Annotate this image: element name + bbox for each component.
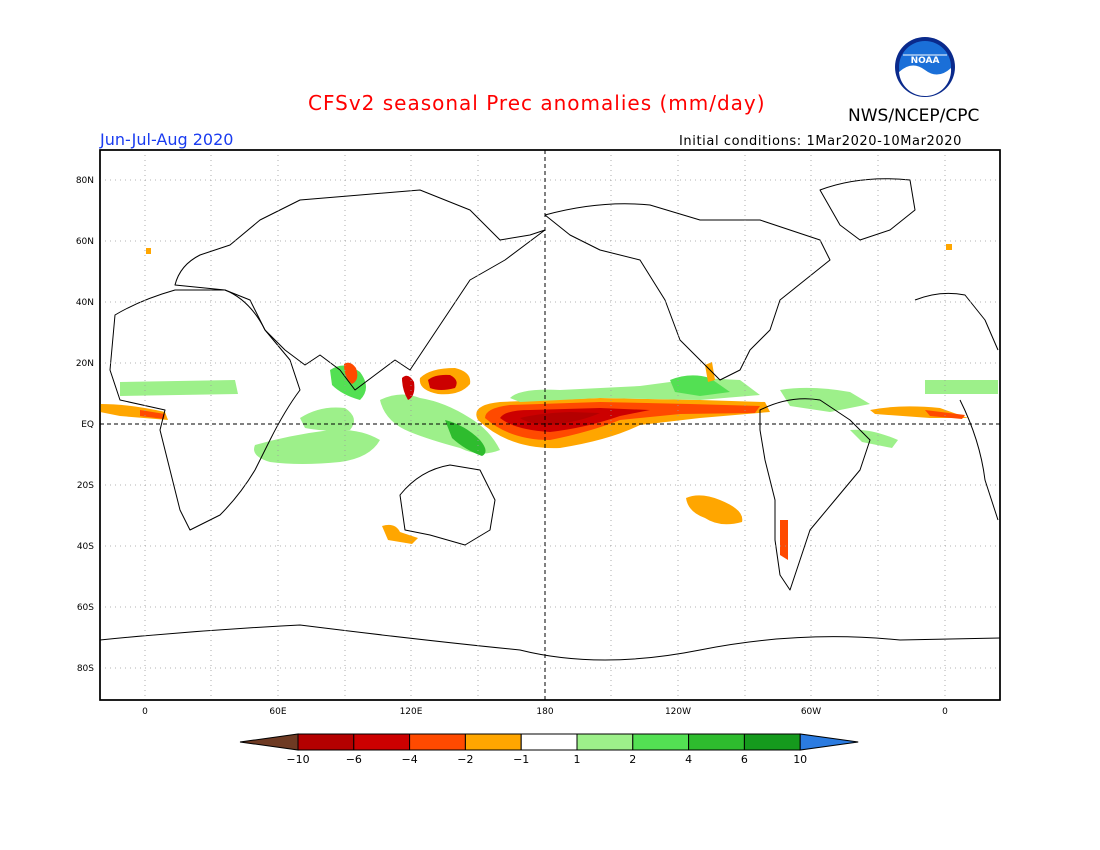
philippine-anomaly-red	[428, 374, 457, 390]
colorbar-label: −4	[401, 753, 417, 766]
coastlines	[99, 178, 1001, 661]
africa-green-band-east	[925, 380, 998, 394]
colorbar-arrow-low	[239, 733, 299, 751]
lat-label: 80S	[77, 664, 94, 674]
initial-conditions-label: Initial conditions: 1Mar2020-10Mar2020	[679, 134, 962, 149]
colorbar-segment	[409, 733, 466, 751]
lon-label: 0	[142, 707, 148, 717]
pacific-anomaly-darkred	[520, 412, 600, 425]
lat-label: 20S	[77, 481, 94, 491]
anomaly-shading	[100, 244, 998, 560]
colorbar-label: 1	[574, 753, 581, 766]
lat-label: 40N	[76, 298, 94, 308]
guinea-anomaly-red	[140, 410, 165, 419]
colorbar-label: −6	[346, 753, 362, 766]
latitude-labels: 80N 60N 40N 20N EQ 20S 40S 60S 80S	[76, 176, 94, 674]
atlantic-anomaly-red	[925, 410, 965, 419]
lat-label: 60S	[77, 603, 94, 613]
colorbar-segment	[743, 733, 801, 751]
colorbar-segment	[632, 733, 690, 751]
agency-label: NWS/NCEP/CPC	[848, 106, 979, 126]
brazil-green	[850, 429, 898, 448]
colorbar-label: 4	[685, 753, 692, 766]
colorbar-label: −2	[457, 753, 473, 766]
south-pacific-anomaly	[686, 495, 743, 525]
graticule	[100, 150, 1000, 700]
colorbar-segment	[576, 733, 634, 751]
colorbar-arrow-high	[799, 733, 859, 751]
colorbar-label: 10	[793, 753, 807, 766]
atlantic-green	[780, 387, 870, 412]
nw-europe-anomaly-east	[946, 244, 952, 250]
myanmar-anomaly	[402, 375, 415, 400]
lat-label: 80N	[76, 176, 94, 186]
lat-label: 60N	[76, 237, 94, 247]
australia-south-anomaly	[382, 524, 418, 544]
lon-label: 60E	[269, 707, 286, 717]
longitude-labels: 0 60E 120E 180 120W 60W 0	[142, 707, 948, 717]
lon-label: 120W	[665, 707, 691, 717]
lat-label: 40S	[77, 542, 94, 552]
chile-anomaly	[780, 520, 788, 560]
maritime-green-dark	[445, 420, 486, 456]
colorbar-label: 6	[741, 753, 748, 766]
indian-ocean-green-2	[300, 407, 354, 431]
lon-label: 60W	[801, 707, 821, 717]
lat-label: EQ	[81, 420, 94, 430]
colorbar: −10 −6 −4 −2 −1 1 2 4 6 10	[239, 733, 859, 766]
colorbar-segment	[353, 733, 411, 751]
india-anomaly	[344, 362, 358, 384]
itcz-green-pacific-2	[670, 375, 730, 396]
colorbar-segment	[297, 733, 355, 751]
lon-label: 120E	[400, 707, 423, 717]
colorbar-segment	[464, 733, 522, 751]
colorbar-label: 2	[629, 753, 636, 766]
indian-ocean-green	[254, 429, 380, 464]
colorbar-segment	[688, 733, 745, 751]
colorbar-label: −1	[513, 753, 529, 766]
africa-green-band	[120, 380, 238, 396]
lat-label: 20N	[76, 359, 94, 369]
nw-europe-anomaly	[146, 248, 151, 254]
noaa-logo: NOAA	[895, 37, 955, 97]
map-border	[99, 149, 1001, 701]
lon-label: 0	[942, 707, 948, 717]
season-label: Jun-Jul-Aug 2020	[99, 130, 233, 149]
lon-label: 180	[536, 707, 553, 717]
figure-title: CFSv2 seasonal Prec anomalies (mm/day)	[308, 91, 766, 115]
noaa-logo-text: NOAA	[911, 56, 940, 66]
colorbar-label: −10	[286, 753, 309, 766]
colorbar-segment	[520, 733, 578, 751]
